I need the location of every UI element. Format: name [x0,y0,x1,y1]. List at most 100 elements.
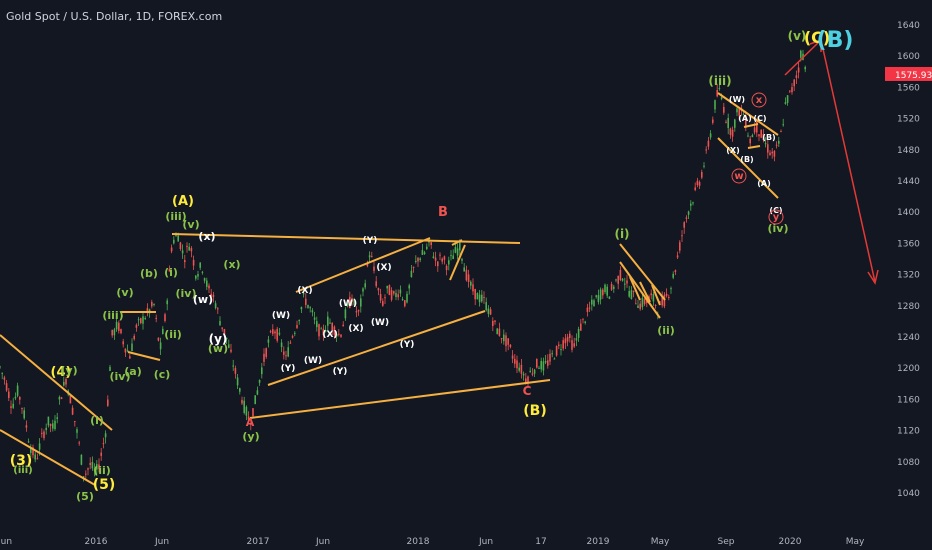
wave-label-white: (Y) [281,364,296,374]
candle-body [243,400,245,413]
wave-label-white: (W) [371,318,389,328]
candle-body [650,293,652,296]
candle-body [236,377,239,386]
candle-body [753,127,756,133]
wave-label-white: (Y) [400,340,415,350]
candle-body [652,294,655,302]
candle-body [586,307,589,312]
candle-body [459,240,461,251]
candle-body [527,376,529,383]
wave-label: (ii) [93,464,111,477]
candle-body [476,293,479,300]
wave-label-white: (W) [729,95,745,104]
wave-label: (a) [124,365,141,378]
candle-body [454,246,457,253]
candle-body [30,448,32,453]
candle-body [388,285,391,296]
candle-body [393,291,395,294]
candle-body [474,288,476,300]
candle-body [91,461,94,469]
candle-body [399,289,402,294]
candle-body [452,255,454,260]
wave-label: (i) [90,414,104,427]
candle-body [63,381,65,386]
candle-body [709,133,712,138]
candle-body [19,397,21,400]
y-tick-label: 1040 [897,489,920,499]
candle-body [133,335,135,340]
candle-body [395,292,397,298]
candle-body [232,365,234,367]
candle-body [300,307,303,310]
y-tick-label: 1600 [897,52,920,62]
y-tick-label: 1480 [897,146,920,156]
candle-body [318,324,320,337]
candle-body [302,292,305,295]
candle-body [16,385,19,396]
candle-body [157,337,160,341]
candle-body [646,300,648,303]
candle-body [445,265,448,270]
candle-body [272,329,274,334]
candle-body [188,246,190,251]
candle-body [635,303,637,305]
candle-body [47,416,50,426]
y-tick-label: 1560 [897,83,920,93]
candle-body [668,296,670,298]
price-tag-label: 1575.93 [895,71,932,81]
candle-body [780,131,782,133]
candle-body [791,87,793,93]
y-axis-bg [880,0,932,530]
candle-body [483,297,485,299]
candle-body [606,286,608,296]
candle-body [267,339,270,343]
wave-label: (iv) [768,222,789,235]
wave-label-white: (X) [322,330,337,340]
candle-body [85,473,87,475]
candle-body [509,344,512,347]
wave-label-red: x [756,95,763,106]
trendline [451,239,463,246]
candle-body [789,90,791,92]
candle-body [397,294,399,298]
candle-body [313,317,316,320]
candle-body [793,79,795,87]
candle-body [274,331,276,334]
candle-body [210,293,212,297]
candle-body [745,115,747,128]
candle-body [298,319,300,322]
trendline [619,261,661,319]
trendline [267,310,486,386]
candle-body [177,235,179,242]
candle-body [685,217,688,219]
trendline [171,233,521,244]
candle-body [60,397,63,399]
candle-body [168,268,171,272]
candle-body [307,305,309,308]
circle-marker [731,168,747,184]
candle-body [773,150,776,157]
wave-label: (x) [198,230,215,243]
candle-body [456,248,459,256]
candle-body [199,262,201,268]
candle-body [489,309,492,315]
candle-body [437,261,439,267]
candle-body [626,280,628,284]
trendline [295,237,431,293]
trendline [249,379,551,419]
price-tag [885,66,932,81]
candle-body [782,124,784,126]
x-tick-label: 2020 [779,537,802,547]
candle-body [734,119,736,128]
wave-label: (i) [614,227,629,241]
candle-body [558,344,560,346]
wave-label: (b) [140,267,158,280]
candle-body [516,360,518,369]
wave-label: (v) [182,218,199,231]
wave-label-3: (3) [10,453,33,469]
x-tick-label: May [651,537,670,547]
candle-body [705,149,707,151]
candle-body [492,320,494,326]
candle-body [146,308,149,312]
